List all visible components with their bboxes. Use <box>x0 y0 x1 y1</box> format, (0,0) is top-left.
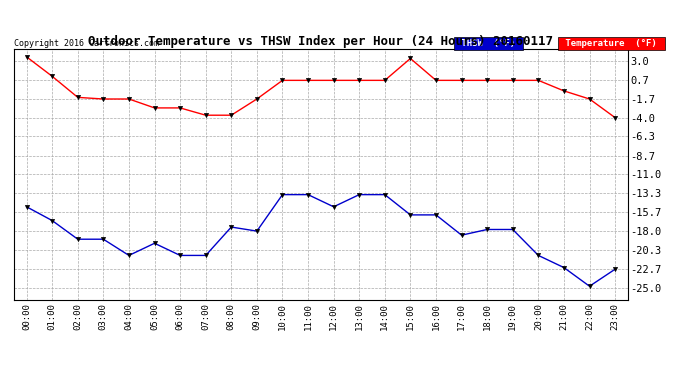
Text: THSW  (°F): THSW (°F) <box>456 39 520 48</box>
Text: Copyright 2016 Cartronics.com: Copyright 2016 Cartronics.com <box>14 39 159 48</box>
Text: Temperature  (°F): Temperature (°F) <box>560 39 662 48</box>
Title: Outdoor Temperature vs THSW Index per Hour (24 Hours) 20160117: Outdoor Temperature vs THSW Index per Ho… <box>88 34 553 48</box>
